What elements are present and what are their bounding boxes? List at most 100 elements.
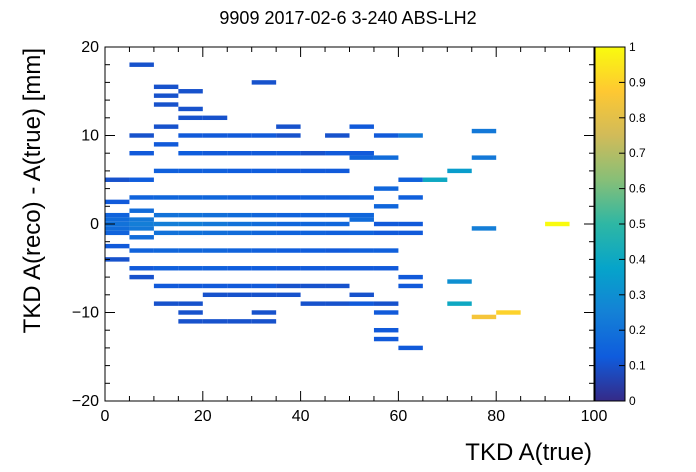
heatmap-cell: [300, 221, 326, 227]
color-scale-tick-label: 0.4: [629, 252, 646, 266]
color-scale-tick-label: 0.5: [629, 217, 646, 231]
heatmap-cell: [325, 248, 350, 253]
axes: 0 20 40 60 80 100 −20 −10 0 10 20: [72, 39, 608, 425]
heatmap-cell: [398, 195, 423, 200]
heatmap-cell: [276, 195, 301, 200]
heatmap-cell: [105, 221, 130, 227]
heatmap-cell: [325, 195, 350, 200]
heatmap-cell: [153, 283, 179, 289]
heatmap-cell: [276, 266, 301, 271]
heatmap-cell: [398, 221, 423, 227]
heatmap-cell: [349, 195, 374, 200]
heatmap-cell: [251, 292, 277, 298]
heatmap-cell: [349, 150, 374, 156]
heatmap-cell: [153, 248, 179, 253]
heatmap-cell: [251, 221, 277, 227]
heatmap-cell: [153, 195, 179, 200]
heatmap-cell: [178, 230, 203, 236]
heatmap-cell: [251, 212, 277, 218]
heatmap-cell: [227, 133, 252, 138]
heatmap-cell: [178, 266, 203, 271]
heatmap-cell: [300, 168, 326, 174]
heatmap-cell: [373, 266, 399, 271]
heatmap-cell: [325, 221, 350, 227]
heatmap-cell: [227, 195, 252, 200]
heatmap-cell: [251, 133, 277, 138]
heatmap-cell: [349, 155, 374, 160]
heatmap-cell: [300, 301, 326, 306]
heatmap-cell: [153, 102, 179, 107]
heatmap-cell: [129, 195, 154, 200]
heatmap-cell: [129, 150, 154, 156]
heatmap-cell: [227, 150, 252, 156]
heatmap-cell: [349, 248, 374, 253]
heatmap-cell: [105, 212, 130, 218]
heatmap-cell: [129, 62, 154, 67]
heatmap-cell: [202, 133, 228, 138]
heatmap-cell: [227, 292, 252, 298]
heatmap-cell: [300, 248, 326, 253]
heatmap-cell: [202, 319, 228, 324]
heatmap-cell: [325, 283, 350, 289]
heatmap-cell: [251, 310, 277, 315]
heatmap-cell: [202, 266, 228, 271]
x-axis-label: TKD A(true): [465, 439, 592, 466]
heatmap-cell: [178, 89, 203, 94]
heatmap-cell: [153, 84, 179, 90]
heatmap-cell: [300, 266, 326, 271]
heatmap-cell: [153, 124, 179, 129]
heatmap-cell: [251, 283, 277, 289]
color-scale-tick-label: 1: [629, 40, 636, 54]
color-scale-tick-label: 0.8: [629, 111, 646, 125]
heatmap-cell: [153, 221, 179, 227]
heatmap-cell: [202, 230, 228, 236]
heatmap-cell: [227, 168, 252, 174]
heatmap-cell: [373, 204, 399, 209]
y-tick-label: 10: [81, 128, 99, 145]
heatmap-cell: [276, 212, 301, 218]
heatmap-cell: [227, 266, 252, 271]
heatmap-cell: [325, 266, 350, 271]
heatmap-cell: [227, 230, 252, 236]
heatmap-cell: [398, 283, 423, 289]
heatmap-cell: [447, 301, 472, 306]
y-tick-label: −20: [72, 393, 99, 410]
heatmap-cell: [325, 212, 350, 218]
heatmap-cell: [447, 168, 472, 174]
heatmap-cell: [398, 177, 423, 182]
heatmap-cell: [398, 133, 423, 138]
heatmap-cell: [251, 230, 277, 236]
color-scale-tick-label: 0.7: [629, 146, 646, 160]
heatmap-cell: [373, 310, 399, 315]
heatmap-cell: [349, 266, 374, 271]
heatmap-cell: [251, 266, 277, 271]
x-tick-label: 20: [194, 408, 212, 425]
heatmap-cell: [251, 248, 277, 253]
heatmap-cell: [178, 212, 203, 218]
heatmap-cell: [153, 230, 179, 236]
color-scale-ticks: 0 0.1 0.2 0.3 0.4 0.5 0.6 0.7 0.8 0.9 1: [619, 40, 646, 408]
y-axis-label: TKD A(reco) - A(true) [mm]: [19, 48, 46, 333]
heatmap-cell: [153, 266, 179, 271]
x-tick-label: 0: [101, 408, 110, 425]
heatmap-cell: [471, 226, 497, 231]
x-tick-label: 80: [487, 408, 505, 425]
x-tick-label: 100: [581, 408, 608, 425]
heatmap-cell: [105, 230, 130, 236]
heatmap-cell: [153, 212, 179, 218]
heatmap-cell: [300, 150, 326, 156]
heatmap-cell: [178, 248, 203, 253]
heatmap-cell: [373, 155, 399, 160]
heatmap-cell: [178, 310, 203, 315]
heatmap-cell: [202, 283, 228, 289]
heatmap-cell: [349, 301, 374, 306]
heatmap-cell: [105, 257, 130, 262]
heatmap-cell: [276, 168, 301, 174]
heatmap-cell: [105, 226, 130, 231]
heatmap-cell: [545, 221, 570, 227]
color-scale-tick-label: 0.2: [629, 323, 646, 337]
heatmap-cell: [227, 283, 252, 289]
heatmap-cell: [325, 150, 350, 156]
heatmap-cell: [349, 230, 374, 236]
